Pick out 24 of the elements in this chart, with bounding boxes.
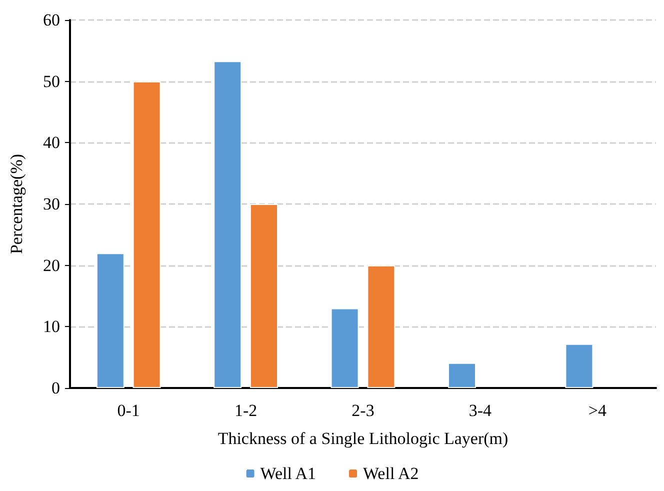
y-tick-label: 60 <box>43 10 60 30</box>
bar <box>565 344 594 388</box>
y-tick-label: 50 <box>43 72 60 91</box>
y-tick-label: 20 <box>43 256 60 275</box>
legend-label: Well A2 <box>363 464 419 483</box>
x-tick-label: 2-3 <box>352 401 374 420</box>
x-axis-title: Thickness of a Single Lithologic Layer(m) <box>218 429 508 448</box>
y-tick-label: 0 <box>52 378 60 398</box>
y-tick-label: 10 <box>43 317 60 336</box>
bar <box>214 61 242 388</box>
bar <box>367 265 396 388</box>
bar <box>96 253 124 388</box>
x-tick-label: 0-1 <box>117 401 140 420</box>
bar <box>250 204 278 388</box>
bar <box>448 362 476 388</box>
legend-label: Well A1 <box>260 464 316 483</box>
y-tick-label: 40 <box>43 133 60 152</box>
y-tick-label: 30 <box>43 194 60 214</box>
bar <box>132 81 161 388</box>
x-tick-label: >4 <box>588 401 607 420</box>
x-tick-label: 3-4 <box>468 401 492 420</box>
y-axis-title: Percentage(%) <box>7 154 26 254</box>
x-tick-label: 1-2 <box>234 401 258 420</box>
bar <box>330 308 359 388</box>
